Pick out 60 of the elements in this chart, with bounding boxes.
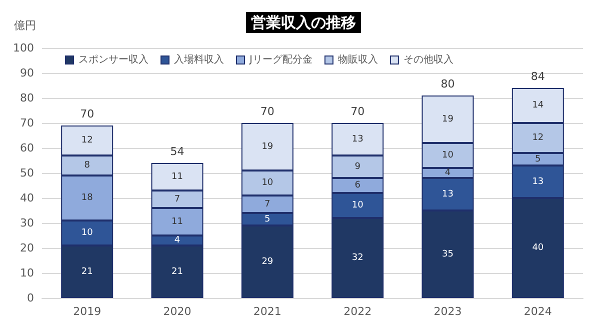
data-label: 7: [264, 199, 270, 210]
x-tick-label: 2021: [253, 305, 282, 318]
data-label: 10: [262, 178, 274, 188]
x-tick-label: 2019: [73, 305, 102, 318]
data-label: 40: [532, 243, 544, 253]
y-tick-label: 70: [20, 116, 34, 130]
total-label: 70: [350, 105, 365, 118]
y-tick-label: 0: [27, 292, 34, 304]
data-label: 5: [535, 154, 541, 164]
data-label: 12: [532, 133, 544, 143]
data-label: 10: [442, 150, 454, 160]
data-label: 18: [81, 193, 94, 203]
legend-label: 物販収入: [338, 54, 378, 66]
x-tick-label: 2023: [434, 305, 462, 318]
legend-label: Jリーグ配分金: [248, 54, 312, 66]
data-label: 4: [444, 168, 451, 178]
total-label: 80: [440, 78, 455, 90]
data-label: 8: [84, 160, 90, 170]
data-label: 7: [174, 194, 180, 204]
data-label: 5: [264, 214, 270, 224]
data-label: 13: [352, 134, 364, 144]
y-tick-label: 30: [20, 216, 34, 230]
data-label: 32: [352, 253, 364, 263]
data-label: 35: [442, 249, 454, 260]
data-label: 29: [262, 256, 274, 267]
total-label: 70: [80, 108, 94, 120]
data-label: 19: [442, 114, 454, 124]
data-label: 11: [172, 172, 183, 182]
x-tick-label: 2024: [524, 305, 552, 318]
y-tick-label: 60: [20, 142, 34, 154]
legend-label: 入場料収入: [174, 54, 224, 66]
y-tick-label: 90: [20, 66, 34, 80]
data-label: 13: [532, 176, 544, 187]
y-tick-label: 10: [20, 266, 34, 280]
data-label: 11: [172, 216, 183, 227]
y-tick-label: 80: [20, 92, 34, 104]
y-tick-label: 100: [13, 42, 34, 54]
total-label: 54: [170, 145, 184, 158]
y-tick-label: 20: [20, 242, 34, 254]
data-label: 9: [354, 162, 361, 172]
legend-label: スポンサー収入: [78, 54, 148, 66]
data-label: 10: [81, 228, 94, 238]
data-label: 19: [262, 142, 274, 152]
y-tick-label: 50: [20, 166, 34, 180]
data-label: 21: [172, 266, 183, 277]
y-tick-label: 40: [20, 192, 34, 204]
x-tick-label: 2020: [163, 305, 192, 318]
data-label: 4: [174, 236, 180, 246]
total-label: 70: [260, 105, 274, 118]
total-label: 84: [530, 70, 545, 83]
x-tick-label: 2022: [344, 305, 372, 318]
data-label: 21: [81, 266, 93, 277]
data-label: 6: [354, 180, 361, 190]
legend-label: その他収入: [403, 54, 454, 66]
data-label: 14: [532, 100, 544, 110]
chart-title: 営業収入の推移: [251, 14, 356, 32]
data-label: 13: [442, 189, 454, 200]
data-label: 12: [81, 136, 93, 146]
y-axis-title: 億円: [14, 19, 36, 32]
data-label: 10: [352, 200, 364, 210]
